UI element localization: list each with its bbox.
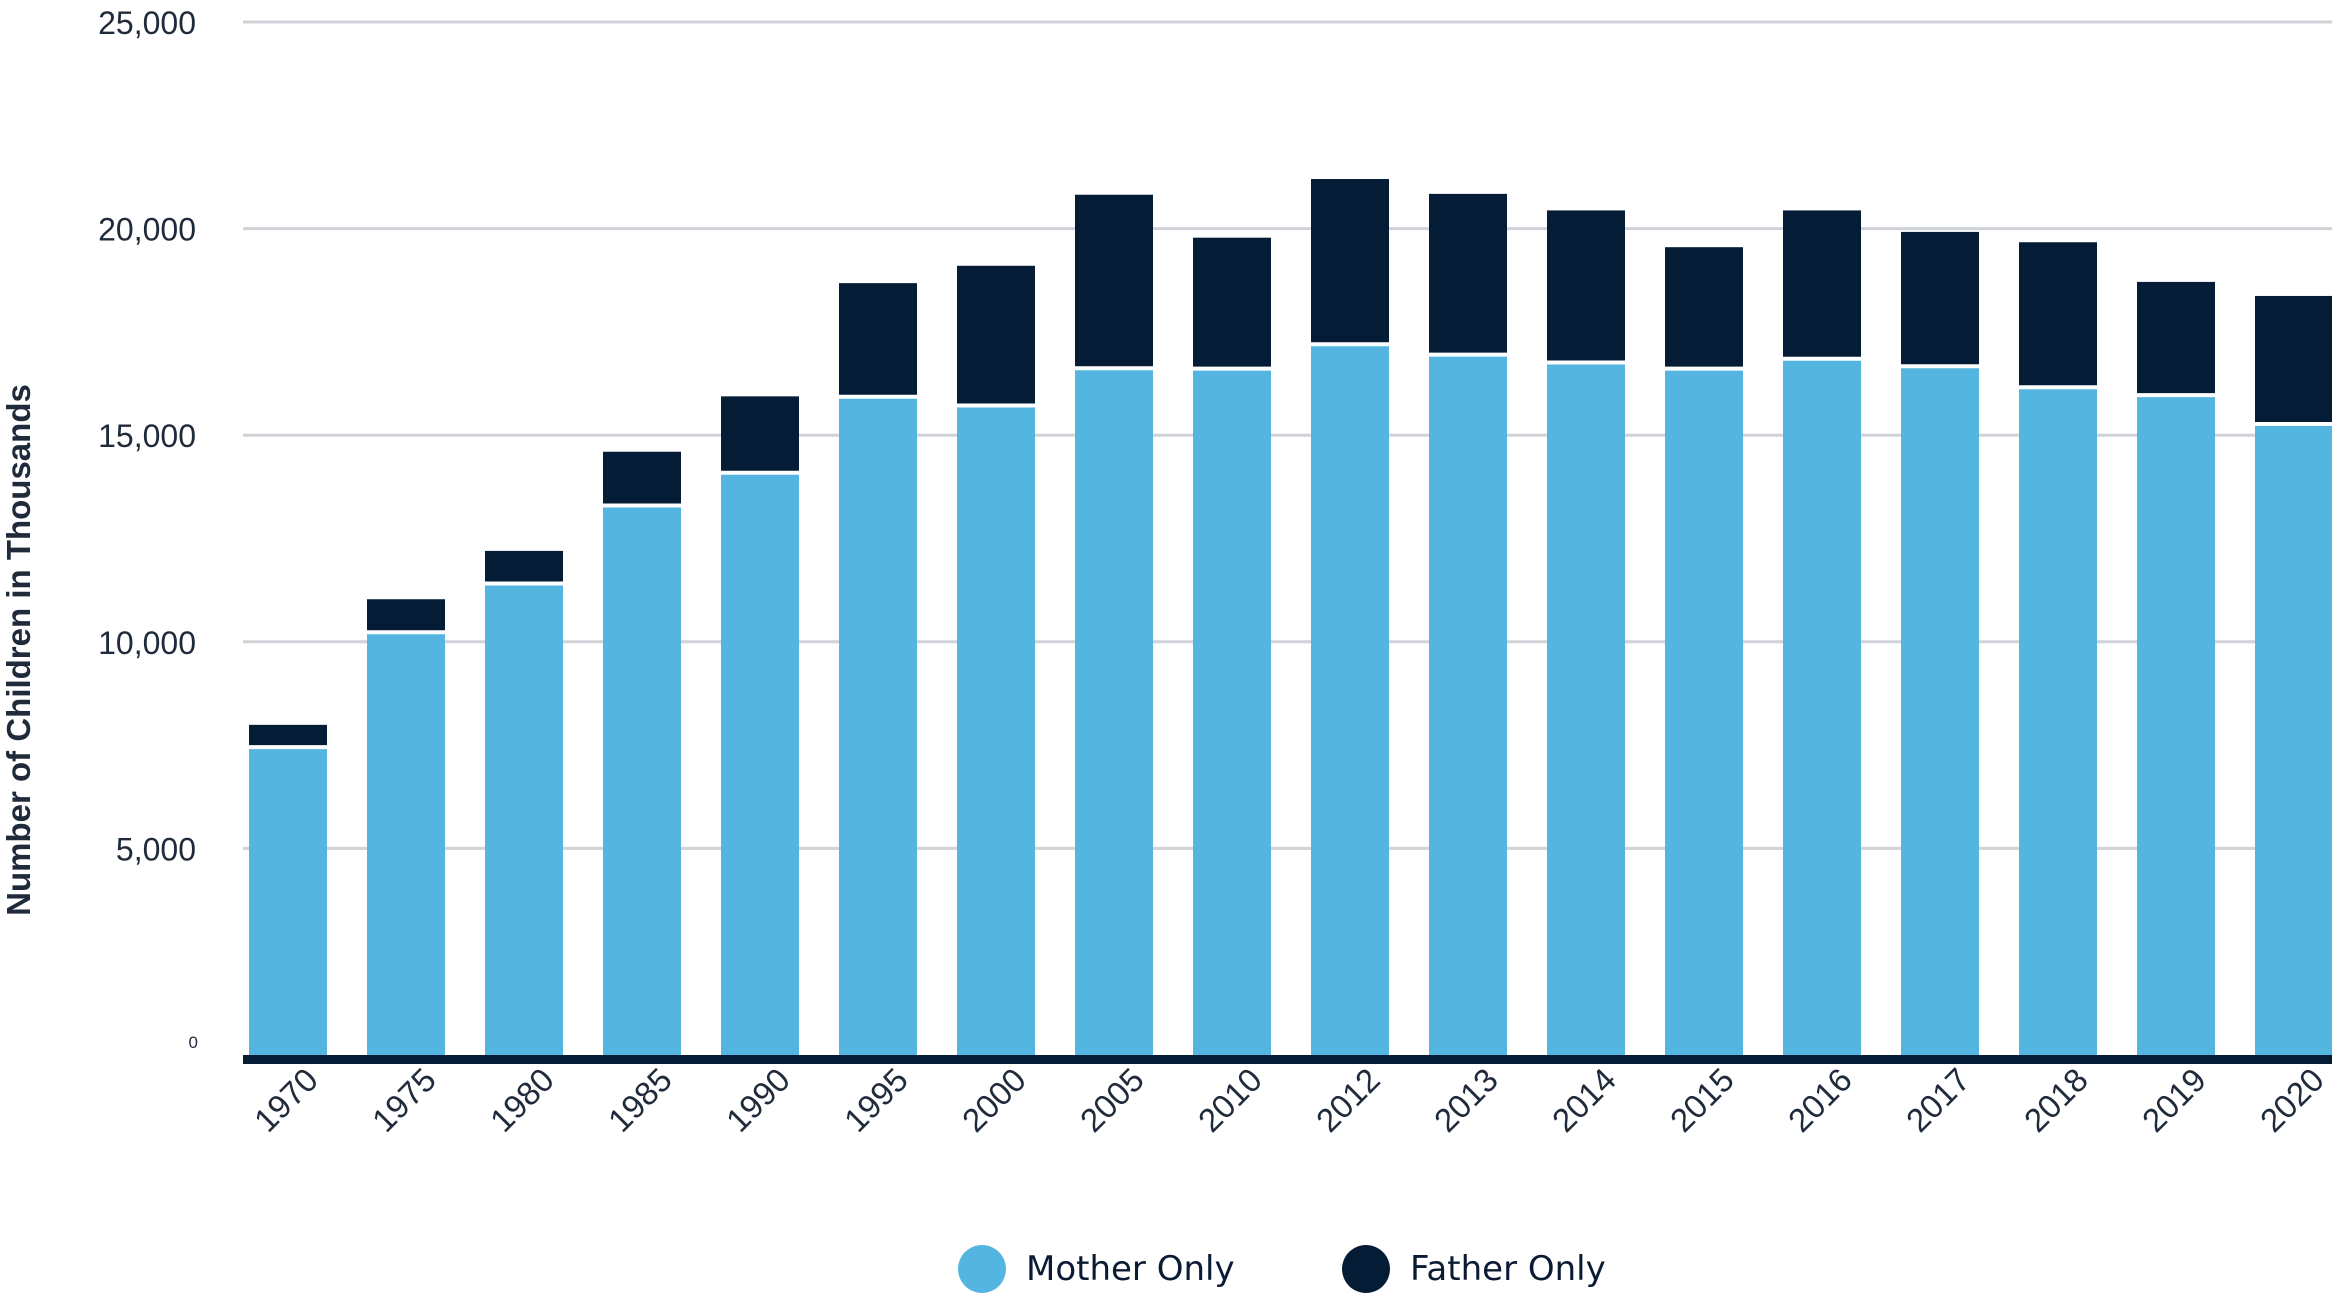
bar-father-only [957,265,1035,406]
bar-father-only [1311,179,1389,345]
bar-father-only [1429,193,1507,355]
legend-item-mother-only[interactable]: Mother Only [958,1245,1235,1293]
bar-mother-only [1193,368,1271,1055]
bar-mother-only [249,747,327,1055]
father-only-swatch-icon [1342,1245,1390,1293]
legend-label-father-only: Father Only [1410,1249,1606,1289]
bar-mother-only [2019,387,2097,1055]
bar-father-only [1193,237,1271,369]
x-tick-label: 2000 [955,1061,1033,1139]
bar-father-only [1783,210,1861,359]
legend-label-mother-only: Mother Only [1026,1249,1235,1289]
bar-mother-only [1783,358,1861,1055]
bar-father-only [1665,247,1743,369]
bar-father-only [2019,242,2097,388]
x-tick-label: 1990 [719,1061,797,1139]
gridlines [243,20,2332,850]
bar-father-only [1901,231,1979,367]
bar-mother-only [1547,362,1625,1055]
y-axis-title: Number of Children in Thousands [0,384,37,916]
bar-mother-only [839,396,917,1055]
bar-mother-only [721,472,799,1055]
x-tick-label: 2005 [1073,1061,1151,1139]
y-tick-label: 15,000 [98,418,196,454]
y-tick-label: 5,000 [116,831,196,867]
bar-mother-only [2255,424,2332,1056]
bar-mother-only [1901,366,1979,1056]
bar-father-only [721,396,799,473]
bar-father-only [1547,210,1625,363]
bar-mother-only [603,505,681,1056]
x-tick-label: 2019 [2135,1061,2213,1139]
x-tick-label: 1980 [483,1061,561,1139]
bar-mother-only [957,405,1035,1055]
legend: Mother Only Father Only [0,1245,2332,1301]
x-tick-label: 2016 [1781,1061,1859,1139]
bar-father-only [1075,194,1153,369]
x-tick-label: 1985 [601,1061,679,1139]
x-tick-label: 2012 [1309,1061,1387,1139]
bar-mother-only [1311,344,1389,1055]
x-tick-label: 2014 [1545,1061,1623,1139]
bar-father-only [603,451,681,506]
stacked-bar-chart: 0 5,000 10,000 15,000 20,000 25,000 1970 1975 19… [0,5,2332,1139]
x-tick-label: 1995 [837,1061,915,1139]
bar-mother-only [367,632,445,1055]
x-axis-baseline [243,1055,2332,1064]
mother-only-swatch-icon [958,1245,1006,1293]
bar-mother-only [1665,368,1743,1055]
bar-father-only [367,599,445,633]
x-tick-label: 1970 [247,1061,325,1139]
x-tick-label: 2018 [2017,1061,2095,1139]
y-tick-label: 0 [189,1033,198,1052]
bar-father-only [2255,295,2332,425]
bar-father-only [839,283,917,397]
x-tick-label: 1975 [365,1061,443,1139]
x-tick-label: 2010 [1191,1061,1269,1139]
bar-father-only [249,724,327,748]
legend-item-father-only[interactable]: Father Only [1342,1245,1606,1293]
bar-mother-only [2137,395,2215,1055]
bars [249,179,2332,1056]
y-tick-label: 10,000 [98,625,196,661]
bar-father-only [485,550,563,584]
bar-father-only [2137,281,2215,396]
x-tick-label: 2020 [2253,1061,2331,1139]
bar-mother-only [485,583,563,1055]
bar-mother-only [1429,354,1507,1056]
x-tick-label: 2013 [1427,1061,1505,1139]
x-tick-label: 2015 [1663,1061,1741,1139]
bar-mother-only [1075,368,1153,1055]
x-tick-label: 2017 [1899,1061,1977,1139]
y-tick-label: 25,000 [98,5,196,41]
y-tick-label: 20,000 [98,212,196,248]
